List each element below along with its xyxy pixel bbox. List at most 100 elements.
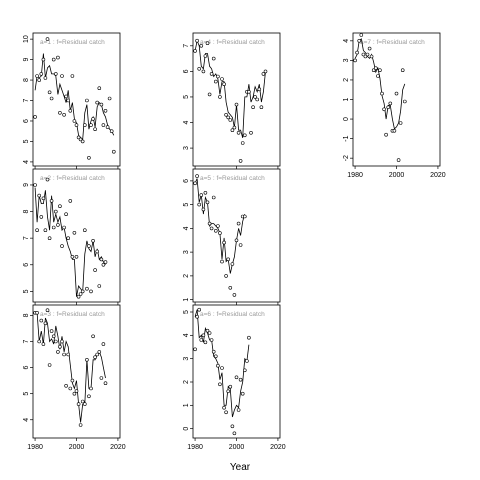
data-point xyxy=(226,389,230,394)
data-point xyxy=(214,79,218,84)
data-point xyxy=(376,74,380,78)
y-tick-label: 7 xyxy=(23,339,30,343)
data-point xyxy=(33,115,37,119)
y-tick-label: 5 xyxy=(183,310,190,314)
data-point xyxy=(365,52,370,57)
data-point xyxy=(205,200,210,205)
y-tick-label: 5 xyxy=(183,203,190,207)
data-point xyxy=(207,92,212,97)
y-tick-label: 4 xyxy=(23,160,30,164)
data-point xyxy=(85,286,89,291)
y-tick-label: 1 xyxy=(343,97,350,101)
data-point xyxy=(224,410,228,415)
data-point xyxy=(85,357,89,362)
y-tick-label: 8 xyxy=(23,78,30,82)
data-point xyxy=(53,339,58,344)
data-point xyxy=(363,54,368,59)
data-point xyxy=(78,292,83,296)
data-point xyxy=(211,349,216,354)
data-point xyxy=(238,243,243,247)
data-point xyxy=(60,244,64,248)
data-point xyxy=(83,228,87,232)
data-point xyxy=(99,257,104,262)
data-point xyxy=(35,74,39,78)
data-point xyxy=(193,347,197,352)
data-point xyxy=(220,366,224,370)
series-line xyxy=(194,39,266,139)
data-point xyxy=(234,102,239,107)
y-tick-label: -2 xyxy=(343,155,350,161)
data-point xyxy=(68,386,73,391)
data-point xyxy=(80,289,85,294)
panel-label: a=3 : f=Residual catch xyxy=(40,311,105,318)
data-point xyxy=(101,262,106,267)
data-point xyxy=(199,338,204,342)
data-point xyxy=(394,91,399,96)
data-point xyxy=(64,212,68,216)
data-point xyxy=(101,342,106,346)
data-point xyxy=(103,381,108,386)
data-point xyxy=(232,431,237,436)
data-point xyxy=(51,225,56,230)
y-tick-label: 3 xyxy=(343,58,350,62)
y-tick-label: 6 xyxy=(23,263,30,267)
data-point xyxy=(367,46,372,51)
data-point xyxy=(253,95,257,99)
data-point xyxy=(236,408,241,412)
data-point xyxy=(207,221,212,226)
data-point xyxy=(373,66,378,70)
y-tick-label: -1 xyxy=(343,135,350,141)
data-point xyxy=(62,225,66,230)
data-point xyxy=(224,274,228,278)
panel-1: 4 5 6 7 8 9 10 a=1 : f=Residual catch xyxy=(23,32,121,169)
data-point xyxy=(83,402,87,406)
data-point xyxy=(355,50,359,55)
data-point xyxy=(99,376,104,380)
data-point xyxy=(193,181,197,186)
data-point xyxy=(91,334,95,339)
panel-label: a=2 : f=Residual catch xyxy=(40,175,105,182)
panel-7: -2 -1 0 1 2 3 4 1980 2000 2020 a=7 : f=Residual ca… xyxy=(343,32,446,179)
panel-frame xyxy=(32,168,121,303)
data-point xyxy=(58,344,62,349)
y-tick-label: 8 xyxy=(23,210,30,214)
x-tick-label: 2000 xyxy=(389,172,405,179)
data-point xyxy=(91,117,95,121)
data-point xyxy=(369,54,374,59)
data-point xyxy=(199,43,204,48)
data-point xyxy=(72,231,77,235)
data-point xyxy=(89,386,93,391)
data-point xyxy=(37,78,42,82)
data-point xyxy=(35,228,39,232)
y-tick-label: 4 xyxy=(343,39,350,43)
data-point xyxy=(380,91,384,96)
data-point xyxy=(97,86,102,90)
data-point xyxy=(259,105,264,109)
data-point xyxy=(70,74,75,78)
data-point xyxy=(56,350,60,354)
y-tick-label: 7 xyxy=(23,236,30,240)
data-point xyxy=(66,98,70,103)
data-point xyxy=(228,118,233,122)
data-point xyxy=(103,260,108,264)
data-point xyxy=(103,109,108,113)
data-point xyxy=(107,96,112,101)
data-point xyxy=(211,195,216,200)
data-point xyxy=(41,196,46,201)
data-point xyxy=(87,244,91,248)
data-point xyxy=(87,156,91,160)
data-point xyxy=(220,77,224,81)
panel-label: a=7 : f=Residual catch xyxy=(360,39,425,46)
data-point xyxy=(51,57,56,62)
data-point xyxy=(402,99,407,104)
data-point xyxy=(209,338,214,342)
data-point xyxy=(209,226,214,231)
data-point xyxy=(58,204,62,208)
data-point xyxy=(228,285,233,290)
data-point xyxy=(80,399,85,404)
data-point xyxy=(249,131,253,135)
data-point xyxy=(236,221,241,226)
data-point xyxy=(400,68,405,72)
data-point xyxy=(43,228,48,232)
